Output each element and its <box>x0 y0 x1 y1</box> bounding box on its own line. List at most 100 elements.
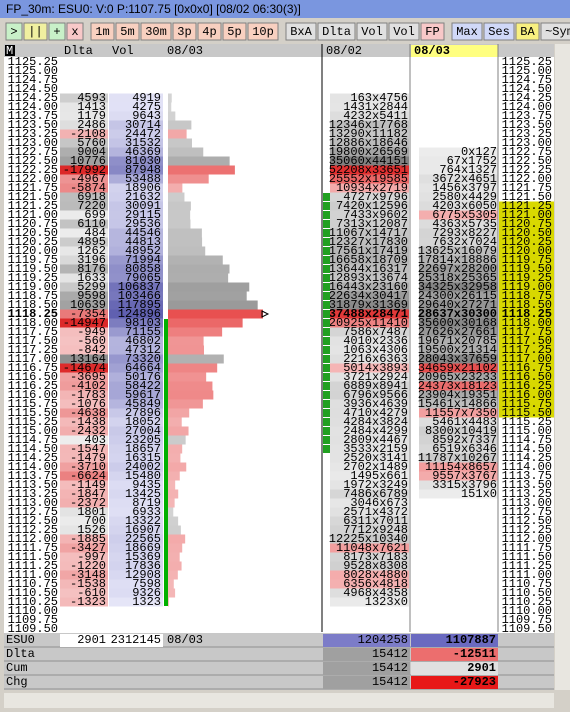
profile-bar <box>168 129 187 139</box>
footprint-cell <box>419 282 498 292</box>
toolbar-button-label[interactable]: Vol <box>393 25 415 39</box>
toolbar-button-label[interactable]: BA <box>520 25 535 39</box>
bid-marker <box>323 292 330 300</box>
footprint-cell <box>330 498 409 508</box>
v-scrollbar[interactable] <box>555 44 570 690</box>
footprint-value: 7433x9602 <box>343 208 408 222</box>
summary-cell <box>411 662 498 675</box>
toolbar-button[interactable] <box>222 22 247 41</box>
toolbar-button[interactable] <box>285 22 317 41</box>
price-label-right: 1119.25 <box>502 271 552 285</box>
h-scrollbar[interactable] <box>4 693 554 708</box>
toolbar-button-label[interactable]: 10p <box>252 25 274 39</box>
toolbar-button-label[interactable]: 5m <box>120 25 134 39</box>
toolbar-button-label[interactable]: ~Sym <box>545 25 570 39</box>
profile-bar <box>168 363 218 373</box>
footprint-value: 13290x11182 <box>329 127 408 141</box>
toolbar-button-label[interactable]: 4p <box>202 25 216 39</box>
delta-value: -2372 <box>70 496 106 510</box>
price-label-right: 1123.00 <box>502 136 552 150</box>
delta-cell <box>60 336 108 346</box>
toolbar-button-label[interactable]: > <box>10 25 17 39</box>
price-label-right: 1118.25 <box>502 307 552 321</box>
toolbar-button[interactable] <box>247 22 279 41</box>
toolbar-button[interactable] <box>90 22 115 41</box>
footprint-value: 16443x23160 <box>329 280 408 294</box>
price-label-right: 1123.50 <box>502 118 552 132</box>
toolbar-button-label[interactable]: 30m <box>145 25 167 39</box>
vol-cell <box>109 363 163 373</box>
vol-value: 46369 <box>125 145 161 159</box>
toolbar-button-label[interactable]: Vol <box>361 25 383 39</box>
delta-cell <box>60 390 108 400</box>
vol-value: 23205 <box>125 433 161 447</box>
toolbar-button[interactable] <box>420 22 445 41</box>
footprint-cell <box>419 372 498 382</box>
toolbar-button-label[interactable]: FP <box>425 25 439 39</box>
bid-marker <box>323 391 330 399</box>
footprint-value: 11787x10267 <box>418 451 497 465</box>
delta-value: 10639 <box>70 298 106 312</box>
toolbar-button[interactable] <box>197 22 222 41</box>
toolbar-button[interactable] <box>483 22 515 41</box>
footprint-cell <box>419 453 498 463</box>
price-label-right: 1116.75 <box>502 361 552 375</box>
vol-value: 45849 <box>125 397 161 411</box>
toolbar-button[interactable] <box>23 22 48 41</box>
bid-marker <box>323 220 330 228</box>
price-label: 1116.75 <box>8 361 58 375</box>
toolbar-button-label[interactable]: + <box>53 25 60 39</box>
footprint-cell <box>330 192 409 202</box>
toolbar-button-label[interactable]: 1m <box>95 25 109 39</box>
footprint-cell <box>330 93 409 103</box>
toolbar-button[interactable] <box>388 22 420 41</box>
toolbar-button[interactable] <box>140 22 172 41</box>
toolbar-button[interactable] <box>540 22 570 41</box>
bid-marker <box>323 346 330 354</box>
delta-value: -560 <box>77 334 106 348</box>
toolbar-button-label[interactable]: 3p <box>177 25 191 39</box>
profile-bar <box>168 246 206 256</box>
toolbar-button[interactable] <box>356 22 388 41</box>
vol-value: 53488 <box>125 172 161 186</box>
price-label: 1114.75 <box>8 433 58 447</box>
summary-cell <box>60 634 163 647</box>
footprint-cell <box>330 201 409 211</box>
toolbar-button[interactable] <box>66 22 84 41</box>
profile-bar <box>168 480 176 490</box>
toolbar-button[interactable] <box>48 22 66 41</box>
footprint-cell <box>330 543 409 553</box>
footprint-cell <box>330 444 409 454</box>
profile-bar <box>168 264 230 274</box>
toolbar-button[interactable] <box>115 22 140 41</box>
price-label-right: 1121.50 <box>502 190 552 204</box>
toolbar-button-label[interactable]: BxA <box>290 25 312 39</box>
toolbar-button-label[interactable]: Dlta <box>322 25 351 39</box>
delta-value: 2486 <box>77 118 106 132</box>
price-label: 1114.50 <box>8 442 58 456</box>
vol-cell <box>109 381 163 391</box>
toolbar-button[interactable] <box>515 22 540 41</box>
delta-cell <box>60 372 108 382</box>
bid-marker <box>323 193 330 201</box>
price-label: 1122.00 <box>8 172 58 186</box>
toolbar-button[interactable] <box>5 22 23 41</box>
toolbar-button-label[interactable]: 5p <box>227 25 241 39</box>
toolbar-button[interactable] <box>451 22 483 41</box>
delta-value: -842 <box>77 343 106 357</box>
footprint-cell <box>330 147 409 157</box>
delta-value: 403 <box>84 433 106 447</box>
toolbar-button[interactable] <box>317 22 356 41</box>
vol-value: 27004 <box>125 424 161 438</box>
toolbar-button-label[interactable]: Ses <box>488 25 510 39</box>
toolbar-button[interactable] <box>172 22 197 41</box>
footprint-value: 6356x4818 <box>343 577 408 591</box>
price-label-right: 1122.25 <box>502 163 552 177</box>
toolbar-button-label[interactable]: x <box>71 25 78 39</box>
footprint-value: 25552x19585 <box>329 172 408 186</box>
toolbar-button-label[interactable]: Max <box>456 25 478 39</box>
value-area-cell <box>499 390 554 400</box>
vol-value: 18906 <box>125 181 161 195</box>
delta-cell <box>60 381 108 391</box>
toolbar-button-label[interactable]: || <box>28 25 42 39</box>
